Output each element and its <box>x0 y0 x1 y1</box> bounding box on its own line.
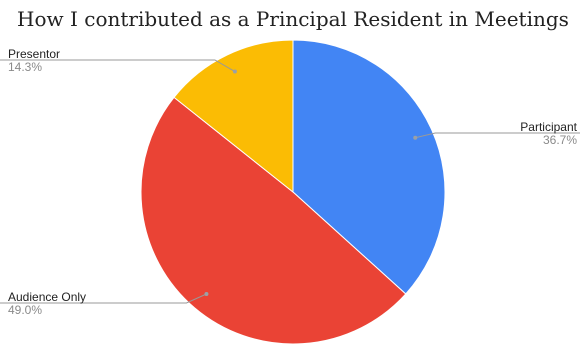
leader-line <box>0 59 236 72</box>
slice-name-label: Participant <box>520 120 577 134</box>
leader-line <box>415 132 580 139</box>
chart-title: How I contributed as a Principal Residen… <box>17 7 569 31</box>
slice-name-label: Presentor <box>8 47 60 61</box>
slice-percent-label: 36.7% <box>543 133 577 147</box>
pie-slice-participant <box>292 39 446 295</box>
slice-percent-label: 49.0% <box>8 303 42 317</box>
leader-dot <box>413 135 418 140</box>
leader-line <box>0 293 207 304</box>
pie-slice-audience-only <box>140 96 407 345</box>
slice-percent-label: 14.3% <box>8 60 42 74</box>
slice-name-label: Audience Only <box>8 290 86 304</box>
pie-slice-presentor <box>173 39 294 194</box>
pie-slices <box>140 39 446 345</box>
leader-dot <box>232 69 237 74</box>
leader-dot <box>204 291 209 296</box>
